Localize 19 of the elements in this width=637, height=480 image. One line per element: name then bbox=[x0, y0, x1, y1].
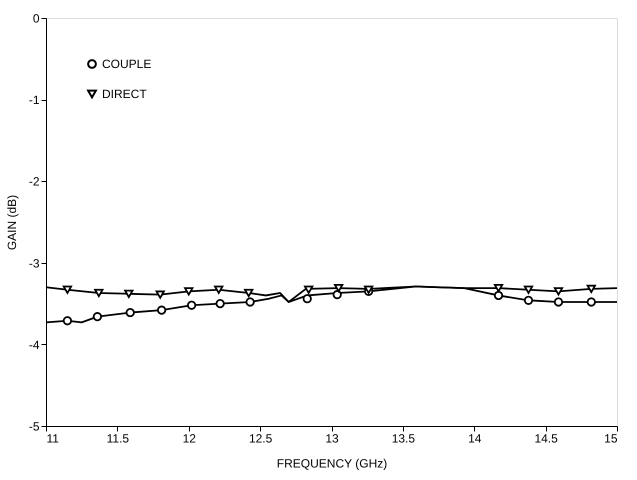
x-tick-label: 11.5 bbox=[106, 432, 130, 446]
x-axis-title: FREQUENCY (GHz) bbox=[276, 456, 388, 470]
x-tick-label: 14.5 bbox=[534, 432, 558, 446]
y-tick-label: -1 bbox=[28, 93, 40, 108]
x-tick-label: 11 bbox=[46, 432, 60, 446]
y-tick-label: 0 bbox=[32, 12, 40, 26]
y-tick-label: -2 bbox=[28, 174, 40, 189]
y-tick-label: -4 bbox=[28, 338, 40, 352]
legend-label: DIRECT bbox=[102, 87, 148, 101]
y-tick-label: -3 bbox=[28, 256, 40, 270]
x-tick-label: 14 bbox=[468, 432, 482, 446]
x-tick-label: 15 bbox=[604, 432, 618, 446]
y-axis-title: GAIN (dB) bbox=[4, 194, 19, 250]
x-tick-label: 12.5 bbox=[248, 432, 273, 446]
x-tick-label: 13.5 bbox=[392, 432, 416, 446]
x-tick-label: 12 bbox=[182, 432, 196, 446]
y-tick-label: -5 bbox=[28, 420, 40, 434]
legend-label: COUPLE bbox=[102, 57, 152, 71]
x-tick-label: 13 bbox=[325, 432, 339, 446]
